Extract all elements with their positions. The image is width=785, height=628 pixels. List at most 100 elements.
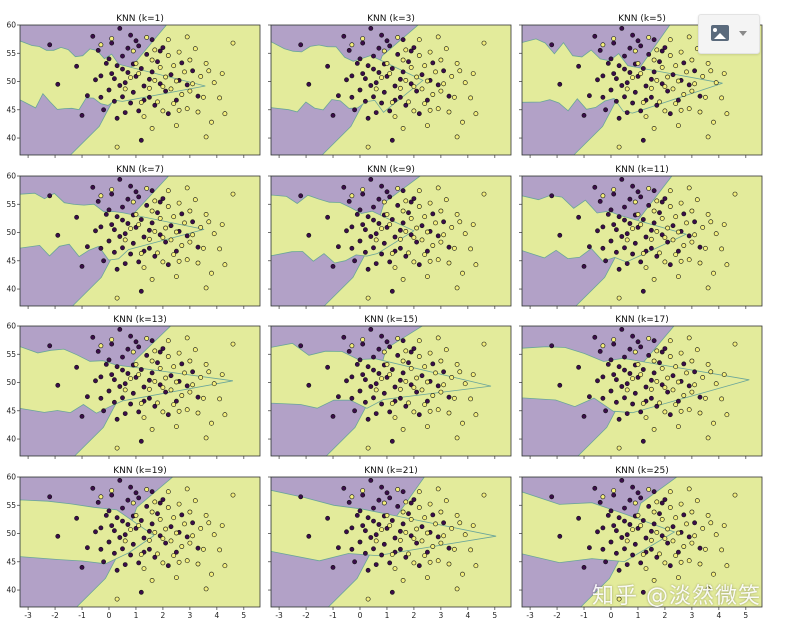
data-point-class-0 xyxy=(608,539,614,545)
data-point-class-0 xyxy=(608,207,614,213)
x-tick-label: -3 xyxy=(275,611,283,620)
data-point-class-1 xyxy=(678,350,684,356)
data-point-class-0 xyxy=(163,540,168,546)
data-point-class-1 xyxy=(438,57,444,63)
data-point-class-0 xyxy=(605,361,611,367)
data-point-class-0 xyxy=(365,364,371,370)
data-point-class-0 xyxy=(146,395,152,401)
data-point-class-1 xyxy=(128,75,133,80)
data-point-class-1 xyxy=(705,586,711,592)
data-point-class-0 xyxy=(120,395,125,401)
panel-title: KNN (k=25) xyxy=(615,466,668,476)
data-point-class-0 xyxy=(128,552,133,558)
data-point-class-1 xyxy=(98,343,104,349)
data-point-class-0 xyxy=(419,223,425,229)
data-point-class-0 xyxy=(130,390,136,396)
data-point-class-1 xyxy=(654,228,660,234)
data-point-class-0 xyxy=(47,193,53,199)
data-point-class-0 xyxy=(157,349,163,355)
data-point-class-1 xyxy=(109,488,115,493)
data-point-class-0 xyxy=(349,224,355,230)
data-point-class-1 xyxy=(176,350,182,356)
data-point-class-0 xyxy=(681,211,687,217)
data-point-class-0 xyxy=(371,395,376,401)
data-point-class-0 xyxy=(651,489,657,495)
data-point-class-1 xyxy=(611,337,617,342)
data-point-class-0 xyxy=(136,344,142,350)
data-point-class-1 xyxy=(144,486,150,492)
data-point-class-0 xyxy=(614,377,619,383)
x-tick-label: 2 xyxy=(663,611,668,620)
data-point-class-1 xyxy=(694,498,700,504)
data-point-class-0 xyxy=(627,522,633,527)
x-tick-label: 4 xyxy=(214,611,219,620)
data-point-class-0 xyxy=(112,377,117,383)
data-point-class-0 xyxy=(627,45,633,51)
data-point-class-0 xyxy=(600,395,606,401)
data-point-class-0 xyxy=(85,394,90,400)
data-point-class-1 xyxy=(160,235,166,240)
data-point-class-1 xyxy=(481,492,487,498)
data-point-class-1 xyxy=(230,191,236,197)
data-point-class-1 xyxy=(719,547,724,553)
data-point-class-1 xyxy=(219,372,225,377)
data-point-class-0 xyxy=(557,81,563,87)
data-point-class-0 xyxy=(595,529,600,535)
data-point-class-0 xyxy=(371,53,376,59)
data-point-class-1 xyxy=(662,108,668,114)
data-point-class-0 xyxy=(365,567,371,573)
data-point-class-1 xyxy=(481,341,487,347)
data-point-class-1 xyxy=(403,499,409,505)
image-options-button[interactable] xyxy=(698,14,760,54)
data-point-class-1 xyxy=(600,42,606,48)
data-point-class-1 xyxy=(198,374,204,380)
data-point-class-0 xyxy=(557,382,563,388)
data-point-class-1 xyxy=(379,226,384,231)
data-point-class-1 xyxy=(195,109,201,115)
data-point-class-0 xyxy=(128,183,133,189)
data-point-class-0 xyxy=(395,202,401,208)
data-point-class-1 xyxy=(651,426,657,432)
data-point-class-1 xyxy=(422,553,428,558)
data-point-class-0 xyxy=(109,523,115,528)
data-point-class-1 xyxy=(365,596,371,602)
data-point-class-0 xyxy=(138,367,144,372)
data-point-class-0 xyxy=(112,227,117,233)
data-point-class-1 xyxy=(149,358,155,364)
data-point-class-0 xyxy=(128,32,133,38)
data-point-class-1 xyxy=(676,229,681,235)
data-point-class-1 xyxy=(211,532,217,538)
data-point-class-1 xyxy=(473,111,479,117)
data-point-class-1 xyxy=(678,559,684,565)
data-point-class-0 xyxy=(112,550,117,556)
data-point-class-0 xyxy=(389,137,395,143)
data-point-class-1 xyxy=(681,92,687,97)
data-point-class-1 xyxy=(643,265,649,270)
data-point-class-1 xyxy=(203,285,209,291)
data-point-class-1 xyxy=(149,125,155,131)
data-point-class-0 xyxy=(128,251,133,257)
data-point-class-0 xyxy=(408,81,414,87)
data-point-class-0 xyxy=(306,382,312,388)
data-point-class-0 xyxy=(109,341,115,347)
data-point-class-0 xyxy=(411,346,417,351)
data-point-class-0 xyxy=(419,72,425,78)
data-point-class-1 xyxy=(470,222,476,227)
data-point-class-0 xyxy=(697,545,703,551)
plot-frame xyxy=(521,476,763,608)
data-point-class-1 xyxy=(646,335,652,341)
data-point-class-0 xyxy=(379,552,384,558)
data-point-class-1 xyxy=(470,71,476,76)
data-point-class-0 xyxy=(392,234,398,240)
data-point-class-1 xyxy=(381,48,387,54)
data-point-class-1 xyxy=(686,185,692,191)
data-point-class-1 xyxy=(389,100,395,105)
data-point-class-0 xyxy=(368,326,374,332)
data-point-class-0 xyxy=(376,70,382,75)
data-point-class-0 xyxy=(141,234,147,240)
plot-frame xyxy=(521,325,763,457)
data-point-class-0 xyxy=(384,490,390,496)
panel-7: KNN (k=13) 40 45 50 55 60 xyxy=(6,315,261,459)
data-point-class-1 xyxy=(200,245,206,251)
data-point-class-1 xyxy=(681,243,687,248)
